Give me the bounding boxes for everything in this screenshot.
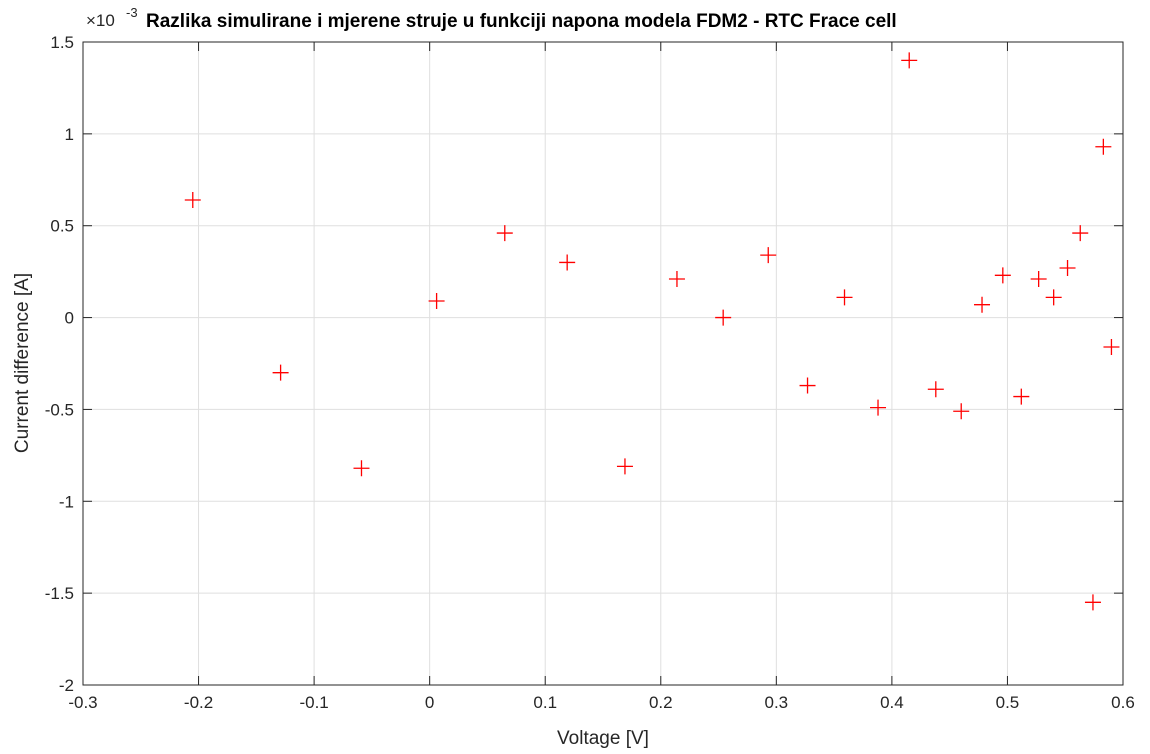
x-tick-label: 0.3 <box>765 693 789 712</box>
data-point-marker <box>953 403 970 420</box>
data-point-marker <box>272 364 289 381</box>
plot-frame <box>82 41 1124 686</box>
x-tick-label: -0.1 <box>299 693 328 712</box>
data-point-marker <box>1095 138 1112 155</box>
chart-title: Razlika simulirane i mjerene struje u fu… <box>146 11 897 32</box>
y-tick-labels: -2 -1.5 -1 -0.5 0 0.5 1 1.5 <box>45 33 74 695</box>
data-point-marker <box>184 191 201 208</box>
data-point-marker <box>836 289 853 306</box>
data-point-marker <box>901 52 918 69</box>
axis-ticks <box>82 41 1124 686</box>
grid-lines <box>83 42 1123 685</box>
data-point-marker <box>428 293 445 310</box>
x-tick-label: -0.2 <box>184 693 213 712</box>
data-point-marker <box>1013 388 1030 405</box>
data-point-marker <box>994 267 1011 284</box>
y-exponent: -3 <box>126 5 138 20</box>
data-point-marker <box>559 254 576 271</box>
y-tick-label: 1.5 <box>50 33 74 52</box>
data-point-marker <box>1103 338 1120 355</box>
y-tick-label: -1 <box>59 492 74 511</box>
x-tick-label: 0.5 <box>996 693 1020 712</box>
data-point-marker <box>496 225 513 242</box>
x-tick-label: 0.6 <box>1111 693 1135 712</box>
data-point-marker <box>760 247 777 264</box>
plot-area <box>83 42 1123 685</box>
data-point-marker <box>616 458 633 475</box>
x-tick-labels: -0.3 -0.2 -0.1 0 0.1 0.2 0.3 0.4 0.5 0.6 <box>68 693 1134 712</box>
y-tick-label: -2 <box>59 676 74 695</box>
x-tick-label: -0.3 <box>68 693 97 712</box>
data-point-marker <box>668 270 685 287</box>
x-tick-label: 0 <box>425 693 434 712</box>
data-point-marker <box>1030 270 1047 287</box>
y-tick-label: 1 <box>65 125 74 144</box>
data-point-marker <box>1045 289 1062 306</box>
y-tick-label: -0.5 <box>45 400 74 419</box>
data-point-marker <box>870 399 887 416</box>
x-tick-label: 0.4 <box>880 693 904 712</box>
y-tick-label: -1.5 <box>45 584 74 603</box>
data-points <box>184 52 1120 611</box>
data-point-marker <box>353 460 370 477</box>
x-axis-label: Voltage [V] <box>557 728 649 749</box>
y-tick-label: 0 <box>65 309 74 328</box>
data-point-marker <box>1059 259 1076 276</box>
y-tick-label: 0.5 <box>50 217 74 236</box>
data-point-marker <box>974 296 991 313</box>
y-axis-label: Current difference [A] <box>12 273 33 453</box>
y-exponent-prefix: ×10 <box>86 11 115 30</box>
x-tick-label: 0.2 <box>649 693 673 712</box>
data-point-marker <box>799 377 816 394</box>
data-point-marker <box>927 381 944 398</box>
data-point-marker <box>1072 225 1089 242</box>
data-point-marker <box>715 309 732 326</box>
data-point-marker <box>1084 594 1101 611</box>
x-tick-label: 0.1 <box>533 693 557 712</box>
